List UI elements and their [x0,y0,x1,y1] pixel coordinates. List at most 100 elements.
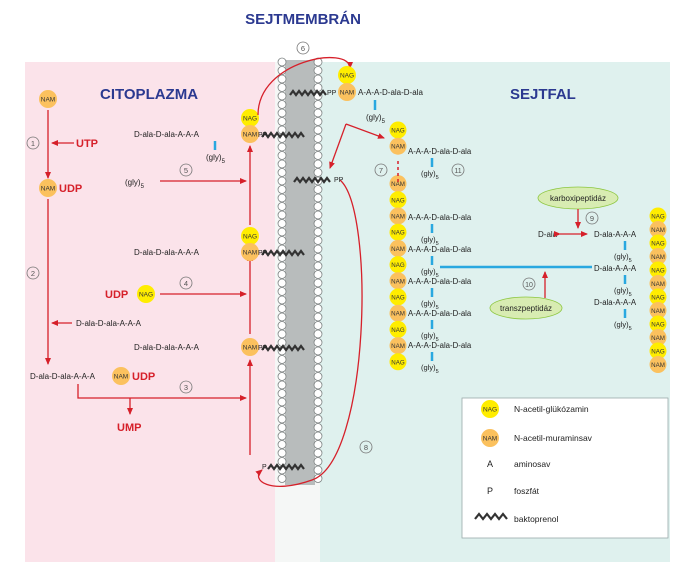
step-5-marker: 5 [179,163,193,177]
svg-text:NAM: NAM [391,214,405,221]
lipid-head [313,100,323,109]
lipid-head [313,108,323,118]
svg-text:NAG: NAG [391,262,405,269]
arrow-release-pp [329,123,347,169]
svg-text:P: P [487,486,493,496]
peptide-stem: A-A-A-D-ala-D-ala [408,213,472,222]
svg-text:NAG: NAG [651,295,665,302]
lipid-head [277,74,287,84]
nam-bead: NAM [389,137,407,155]
nam-bead: NAM [649,248,667,265]
peptide-stem: D-ala-A-A-A [594,230,637,239]
legend-nag: NAG N-acetil-glükózamin [481,400,589,418]
lipid-head [313,457,323,466]
svg-text:NAM: NAM [391,181,405,188]
svg-text:NAG: NAG [651,349,665,356]
pentaglycine-label: (gly)5 [421,299,439,311]
svg-text:A: A [487,459,493,469]
lipid-head [313,465,323,475]
bactoprenol-carrier [293,176,331,184]
lipid-head [277,457,287,466]
lipid-ii-glycine: NAG D-ala-D-ala-A-A-A NAM PP (gly)5 [134,109,268,165]
lipid-head [277,321,287,330]
lipid-head [313,134,323,143]
lipid-head [277,168,287,177]
svg-text:NAG: NAG [651,268,665,275]
pentaglycine-label: (gly)5 [421,235,439,247]
legend: NAG N-acetil-glükózamin NAM N-acetil-mur… [461,397,669,539]
svg-text:NAM: NAM [391,278,405,285]
step-7-marker: 7 [374,163,388,177]
svg-text:(gly)5: (gly)5 [206,153,226,165]
svg-text:NAG: NAG [139,292,153,299]
bactoprenol-carrier [289,89,327,97]
svg-text:NAM: NAM [340,90,354,97]
pentaglycine-label: (gly)5 [614,252,632,264]
lipid-head [313,278,323,288]
lipid-head [313,193,323,203]
lipid-head [277,236,287,245]
lipid-head [277,193,287,203]
cell-wall-title: SEJTFAL [510,86,576,103]
svg-text:NAM: NAM [391,343,405,350]
svg-text:UDP: UDP [105,289,128,301]
lipid-head [313,125,323,135]
lipid-head [313,414,323,424]
lipid-head [313,261,323,271]
lipid-head [313,431,323,441]
svg-text:NAM: NAM [651,335,665,342]
lipid-head [313,448,323,458]
peptide-stem: A-A-A-D-ala-D-ala [408,341,472,350]
lipid-head [313,210,323,220]
arrow-to-lipid-carrier [77,384,247,401]
lipid-head [277,100,287,109]
svg-text:D-ala-D-ala-A-A-A: D-ala-D-ala-A-A-A [134,248,200,257]
lipid-head [277,185,287,194]
lipid-head [313,304,323,313]
lipid-head [313,363,323,373]
nag-bead: NAG [649,261,667,279]
nam-bead: NAM [389,337,407,355]
svg-text:NAG: NAG [391,230,405,237]
lipid-head [313,287,323,296]
pentaglycine-label: (gly)5 [421,331,439,343]
svg-text:NAG: NAG [243,234,257,241]
lipid-head [313,236,323,245]
svg-text:aminosav: aminosav [514,459,551,469]
lipid-head [313,346,323,356]
pentaglycine-label: (gly)5 [421,169,439,181]
svg-text:(gly)5: (gly)5 [366,113,386,125]
svg-text:NAM: NAM [243,250,257,257]
lipid-head [313,270,323,279]
nam-molecule: NAM [39,90,57,108]
legend-bactoprenol: baktoprenol [474,512,559,524]
svg-text:NAM: NAM [651,281,665,288]
peptide-input-label: D-ala-D-ala-A-A-A [76,319,142,328]
lipid-head [277,414,287,424]
transpeptidase-enzyme: transzpeptidáz [489,296,563,320]
svg-text:NAG: NAG [651,241,665,248]
lipid-head [313,312,323,322]
lipid-head [277,304,287,313]
svg-text:NAM: NAM [243,345,257,352]
step-10-marker: 10 [522,277,536,291]
lipid-head [277,287,287,296]
lipid-head [313,168,323,177]
lipid-head [277,474,287,483]
lipid-head [277,278,287,288]
step-9-marker: 9 [585,211,599,225]
nam-bead: NAM [649,221,667,238]
lipid-head [277,423,287,432]
peptide-stem: A-A-A-D-ala-D-ala [408,147,472,156]
lipid-head [313,380,323,390]
step-3-marker: 3 [179,380,193,394]
nag-bead: NAG [389,256,407,274]
utp-label: UTP [76,138,98,150]
lipid-head [313,338,323,347]
bactoprenol-carrier [261,131,305,139]
udp-nag-input: UDP NAG [105,285,155,303]
lipid-head [277,338,287,347]
peptide-stems-right: D-ala-A-A-A(gly)5D-ala-A-A-A(gly)5D-ala-… [594,230,637,332]
udp-nam-pentapeptide: D-ala-D-ala-A-A-A NAM UDP [30,367,155,385]
nag-bead: NAG [389,191,407,209]
